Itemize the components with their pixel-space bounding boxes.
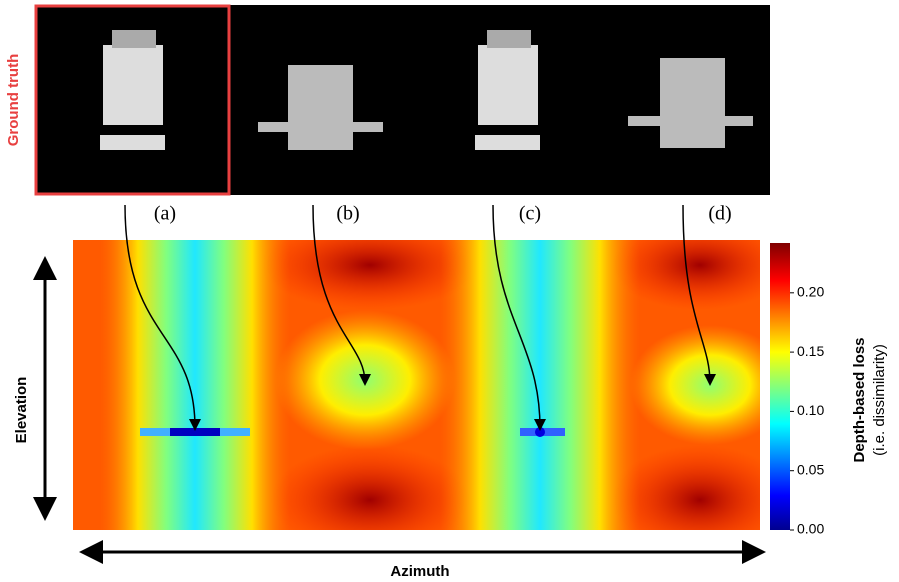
- colorbar: [770, 243, 790, 530]
- colorbar-tick-label: 0.20: [797, 284, 824, 300]
- view-label: (d): [708, 203, 731, 225]
- view-label: (c): [519, 203, 541, 225]
- colorbar-subtitle: (i.e. dissimilarity): [871, 344, 888, 456]
- figure: Ground truth (a) (b) (c) (d) Elevation Azim…: [0, 0, 899, 582]
- heatmap: [73, 220, 790, 555]
- colorbar-tick-label: 0.05: [797, 461, 824, 477]
- view-label: (b): [336, 203, 359, 225]
- colorbar-title: Depth-based loss: [851, 337, 868, 462]
- colorbar-tick-label: 0.15: [797, 343, 824, 359]
- y-axis-label: Elevation: [13, 377, 30, 444]
- x-axis-label: Azimuth: [390, 563, 449, 580]
- colorbar-tick-label: 0.00: [797, 521, 824, 537]
- panel-label: Ground truth: [5, 54, 22, 146]
- view-label: (a): [154, 203, 176, 225]
- colorbar-tick-label: 0.10: [797, 402, 824, 418]
